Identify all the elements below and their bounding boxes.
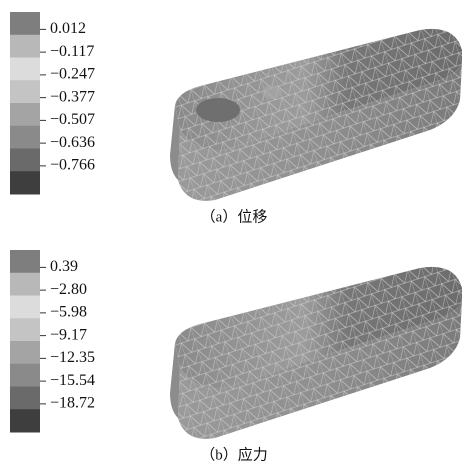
legend-label: −18.72 bbox=[50, 395, 95, 412]
legend-label: −0.117 bbox=[50, 43, 94, 60]
legend-label: −9.17 bbox=[50, 326, 87, 343]
stress-model bbox=[170, 267, 462, 439]
legend-label: −0.377 bbox=[50, 88, 95, 105]
color-swatch bbox=[10, 171, 40, 194]
color-swatch bbox=[10, 409, 40, 432]
legend-label: −0.636 bbox=[50, 134, 95, 151]
color-swatch bbox=[10, 364, 40, 387]
legend-label: −15.54 bbox=[50, 372, 95, 389]
hole bbox=[196, 98, 240, 122]
color-swatch bbox=[10, 12, 40, 35]
color-swatch bbox=[10, 80, 40, 103]
color-swatch bbox=[10, 250, 40, 273]
caption: （b）应力 bbox=[200, 445, 268, 463]
legend-label: −12.35 bbox=[50, 349, 95, 366]
colorbar: 0.39 −2.80 −5.98 −9.17 −12.35 −15.54 −18.72 bbox=[10, 250, 95, 433]
colorbar: 0.012 −0.117 −0.247 −0.377 −0.507 −0.636 −0.76… bbox=[10, 12, 95, 195]
color-swatch bbox=[10, 35, 40, 58]
legend-label: −2.80 bbox=[50, 281, 87, 298]
panel-b: 0.39 −2.80 −5.98 −9.17 −12.35 −15.54 −18.72 （b… bbox=[10, 250, 462, 463]
color-swatch bbox=[10, 318, 40, 341]
caption: （a）位移 bbox=[201, 208, 268, 225]
legend-label: −0.247 bbox=[50, 66, 95, 83]
legend-label: 0.012 bbox=[50, 20, 86, 37]
panel-a: 0.012 −0.117 −0.247 −0.377 −0.507 −0.636 −0.76… bbox=[10, 12, 462, 225]
legend-label: −0.766 bbox=[50, 157, 95, 174]
color-swatch bbox=[10, 149, 40, 172]
color-swatch bbox=[10, 103, 40, 126]
hole-rim bbox=[262, 85, 282, 99]
figure: 0.012 −0.117 −0.247 −0.377 −0.507 −0.636 −0.76… bbox=[0, 0, 468, 468]
color-swatch bbox=[10, 341, 40, 364]
legend-label: −0.507 bbox=[50, 111, 95, 128]
legend-label: −5.98 bbox=[50, 304, 87, 321]
color-swatch bbox=[10, 58, 40, 81]
color-swatch bbox=[10, 273, 40, 296]
legend-label: 0.39 bbox=[50, 258, 78, 275]
color-swatch bbox=[10, 296, 40, 319]
color-swatch bbox=[10, 126, 40, 149]
color-swatch bbox=[10, 387, 40, 410]
